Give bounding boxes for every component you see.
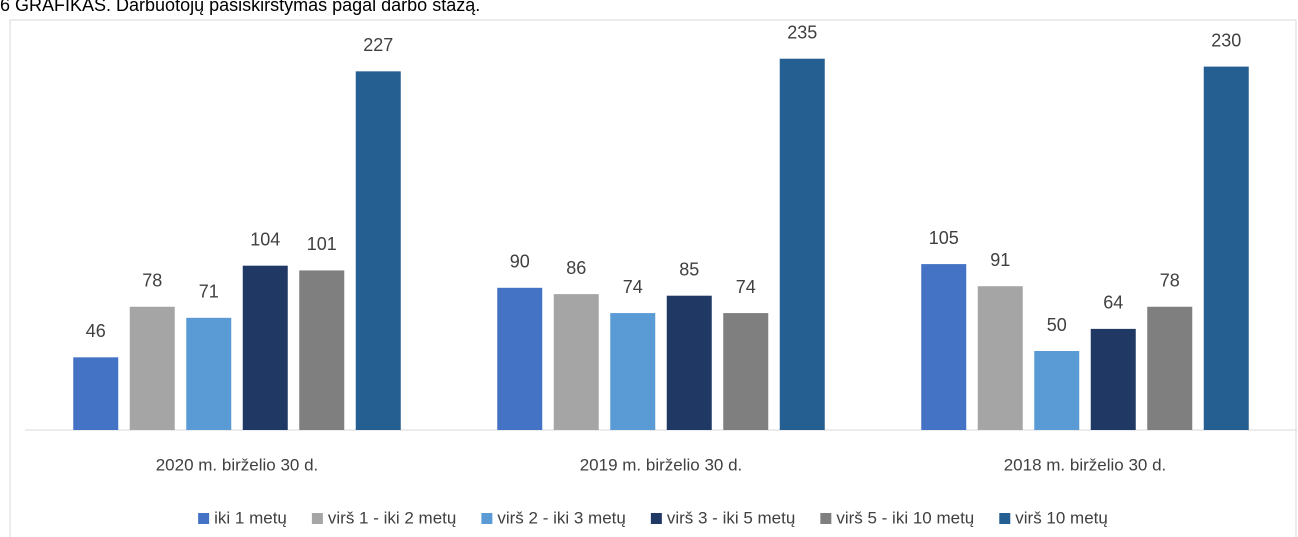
data-label: 230 (1211, 30, 1241, 50)
x-tick-label: 2019 m. birželio 30 d. (580, 455, 743, 474)
legend-swatch (820, 513, 832, 524)
bar (779, 58, 825, 430)
bar (723, 313, 769, 430)
data-label: 105 (929, 228, 959, 248)
data-label: 50 (1047, 315, 1067, 335)
data-label: 101 (307, 234, 337, 254)
bar (129, 306, 175, 430)
data-label: 227 (363, 35, 393, 55)
bar (610, 313, 656, 430)
legend-label: virš 1 - iki 2 metų (328, 508, 456, 527)
data-label: 74 (623, 277, 643, 297)
bar (1034, 351, 1080, 430)
legend-label: virš 5 - iki 10 metų (836, 508, 974, 527)
legend-label: virš 2 - iki 3 metų (497, 508, 625, 527)
data-label: 86 (566, 258, 586, 278)
legend-label: virš 3 - iki 5 metų (667, 508, 795, 527)
bar (666, 295, 712, 430)
x-tick-label: 2020 m. birželio 30 d. (156, 455, 319, 474)
bar (186, 317, 232, 430)
legend-label: virš 10 metų (1015, 508, 1108, 527)
data-label: 46 (86, 321, 106, 341)
legend-label: iki 1 metų (214, 508, 287, 527)
x-tick-label: 2018 m. birželio 30 d. (1004, 455, 1167, 474)
data-label: 91 (990, 250, 1010, 270)
data-label: 85 (679, 259, 699, 279)
bar (1147, 306, 1193, 430)
data-label: 78 (142, 271, 162, 291)
bar (1203, 66, 1249, 430)
data-label: 78 (1160, 271, 1180, 291)
legend-swatch (481, 513, 493, 524)
bar (299, 270, 345, 430)
bar (553, 294, 599, 430)
bar (73, 357, 119, 430)
bar (242, 265, 288, 430)
chart-frame (9, 19, 1297, 537)
bar (355, 71, 401, 430)
chart-title: 6 GRAFIKAS. Darbuotojų pasiskirstymas pa… (0, 0, 480, 15)
bar (497, 287, 543, 430)
data-label: 104 (250, 229, 280, 249)
data-label: 74 (736, 277, 756, 297)
data-label: 235 (787, 22, 817, 42)
data-label: 64 (1103, 293, 1123, 313)
bar (1090, 328, 1136, 430)
legend-swatch (311, 513, 323, 524)
bar (977, 286, 1023, 430)
bar (921, 264, 967, 430)
data-label: 90 (510, 252, 530, 272)
data-label: 71 (199, 282, 219, 302)
legend-swatch (198, 513, 210, 524)
legend-swatch (650, 513, 662, 524)
legend-swatch (999, 513, 1011, 524)
